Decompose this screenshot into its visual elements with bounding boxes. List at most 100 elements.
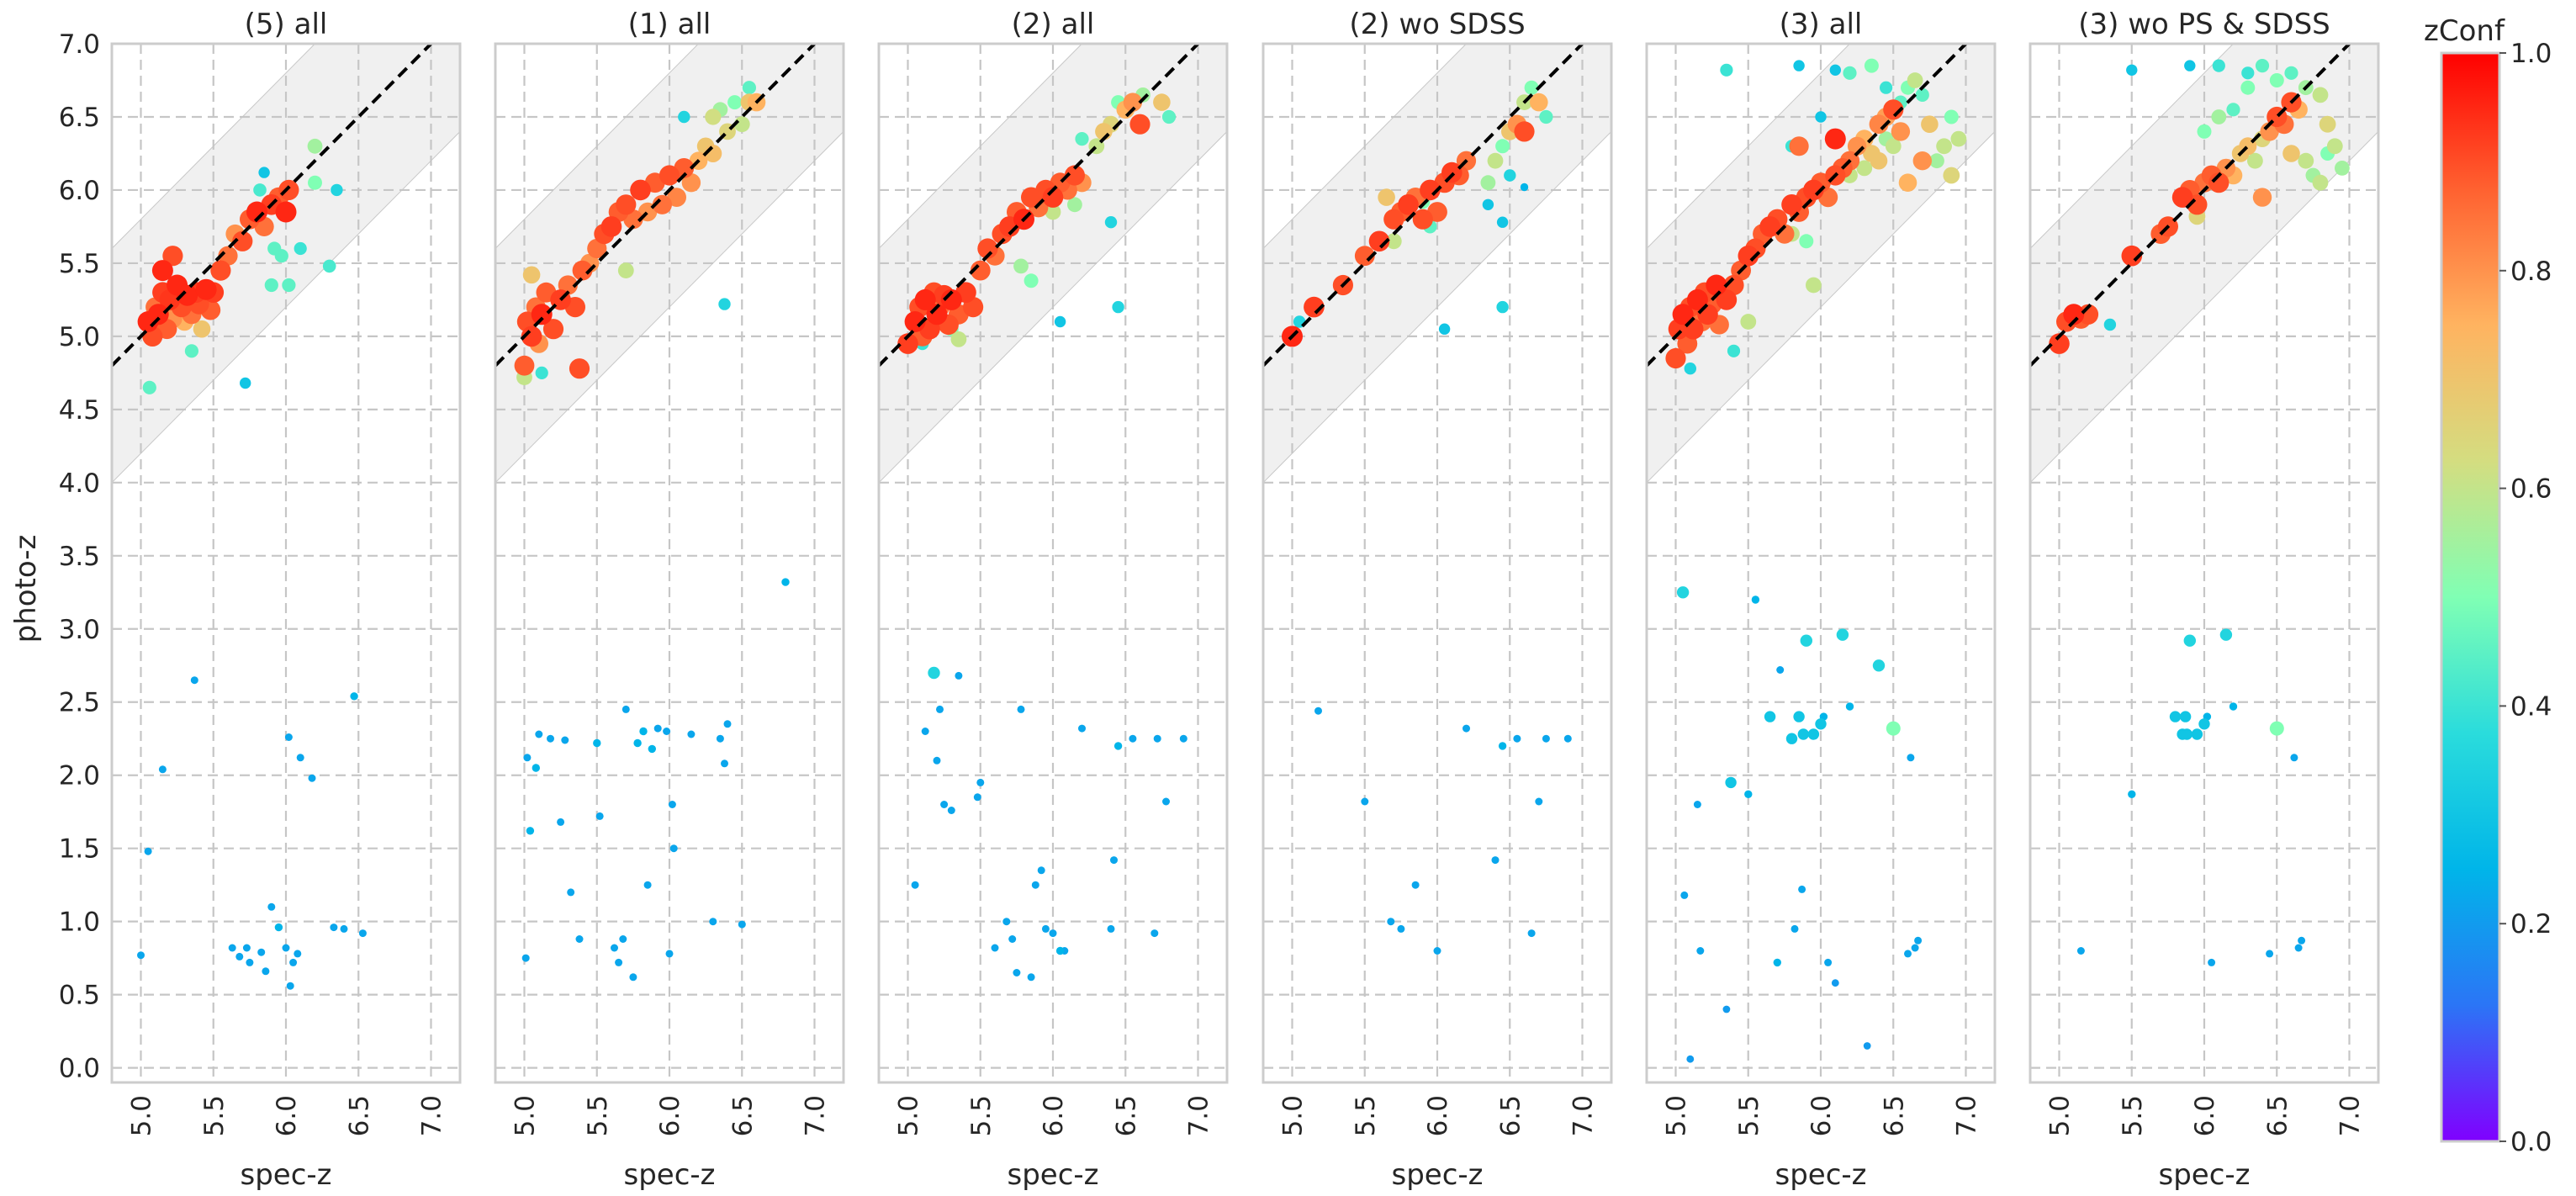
colorbar-tick-label: 0.6: [2510, 474, 2552, 505]
data-point: [1045, 204, 1061, 220]
identity-line: [1647, 44, 1969, 368]
data-point: [2103, 318, 2117, 331]
data-point: [1744, 790, 1753, 798]
data-point: [921, 728, 929, 735]
data-point: [1789, 136, 1809, 156]
data-point: [322, 259, 336, 273]
x-tick-label: 5.5: [1734, 1095, 1764, 1136]
data-point: [2269, 73, 2284, 87]
data-point: [1791, 924, 1799, 933]
data-point: [687, 730, 696, 738]
data-point: [1911, 944, 1919, 952]
data-point: [936, 705, 944, 713]
data-point: [1799, 234, 1814, 249]
data-point: [1898, 173, 1917, 192]
x-tick-label: 7.0: [1952, 1095, 1982, 1136]
data-point: [535, 366, 548, 379]
data-point: [1153, 93, 1171, 111]
data-point: [1539, 109, 1553, 124]
data-point: [1856, 160, 1873, 177]
data-point: [195, 278, 217, 300]
data-point: [1304, 296, 1325, 318]
data-point: [232, 230, 253, 251]
data-point: [2255, 59, 2270, 73]
data-point: [1751, 595, 1760, 604]
x-tick-label: 7.0: [417, 1095, 447, 1136]
colorbar-tick-label: 0.2: [2510, 909, 2552, 939]
tolerance-band: [879, 44, 1227, 484]
data-point: [1463, 724, 1470, 733]
data-point: [733, 116, 750, 133]
data-point: [523, 754, 532, 762]
data-point: [1027, 973, 1035, 982]
x-tick-label: 6.5: [1111, 1095, 1141, 1136]
data-point: [2312, 87, 2329, 103]
data-point: [1530, 93, 1548, 112]
data-point: [1161, 109, 1177, 124]
data-point: [2335, 161, 2350, 176]
data-point: [991, 944, 999, 952]
data-point: [681, 173, 701, 193]
data-point: [1680, 891, 1689, 899]
data-point: [1495, 139, 1510, 154]
data-point: [2191, 728, 2203, 740]
y-tick-label: 2.0: [59, 761, 100, 791]
data-point: [258, 167, 270, 178]
panel-title: (2) all: [1012, 8, 1095, 41]
data-point: [1049, 929, 1057, 938]
identity-line: [2030, 44, 2352, 368]
data-point: [1886, 721, 1901, 736]
data-point: [1129, 114, 1150, 135]
data-point: [137, 951, 145, 960]
data-point: [1824, 958, 1833, 966]
colorbar: zConf 0.0 0.2 0.4 0.6 0.8 1.0: [2424, 14, 2552, 1157]
data-point: [274, 923, 283, 932]
y-tick-label: 4.0: [59, 468, 100, 499]
data-point: [2169, 711, 2182, 722]
data-point: [1672, 304, 1694, 325]
data-point: [2294, 944, 2303, 952]
data-point: [1829, 64, 1841, 77]
colorbar-tick-label: 0.8: [2510, 257, 2552, 287]
data-point: [1535, 797, 1543, 806]
x-tick-label: 6.5: [344, 1095, 374, 1136]
data-point: [2181, 728, 2193, 740]
data-point: [1800, 634, 1812, 647]
data-point: [593, 738, 601, 748]
data-point: [1398, 194, 1419, 215]
data-point: [1520, 183, 1529, 192]
data-point: [2319, 115, 2336, 133]
data-point: [653, 724, 662, 733]
data-point: [2063, 304, 2085, 325]
data-point: [1797, 728, 1809, 740]
identity-line: [1263, 44, 1585, 368]
panel-frame: [1262, 42, 1613, 1084]
data-point: [547, 734, 554, 743]
data-point: [1781, 194, 1802, 215]
data-point: [284, 733, 293, 741]
data-point: [1864, 58, 1879, 73]
panel-title: (1) all: [628, 8, 711, 41]
data-point: [235, 952, 244, 961]
data-point: [665, 950, 674, 958]
data-point: [659, 165, 680, 186]
data-point: [1738, 245, 1759, 267]
tolerance-band: [1647, 44, 1995, 484]
data-point: [1441, 161, 1463, 183]
panel-title: (5) all: [245, 8, 328, 41]
x-axis-label: spec-z: [1391, 1158, 1483, 1192]
data-point: [1411, 881, 1420, 889]
data-point: [557, 818, 565, 826]
data-point: [926, 304, 948, 325]
data-point: [1907, 72, 1923, 88]
panel-frame: [877, 42, 1229, 1084]
panel-6: (3) wo PS & SDSS 5.0 5.5 6.0 6.5 7.0 spec-z: [2029, 8, 2380, 1192]
data-point: [1759, 216, 1780, 237]
data-point: [542, 319, 564, 340]
data-point: [2312, 174, 2329, 191]
data-point: [294, 950, 302, 958]
data-point: [1872, 659, 1886, 672]
data-point: [1907, 754, 1915, 762]
data-point: [616, 194, 637, 215]
